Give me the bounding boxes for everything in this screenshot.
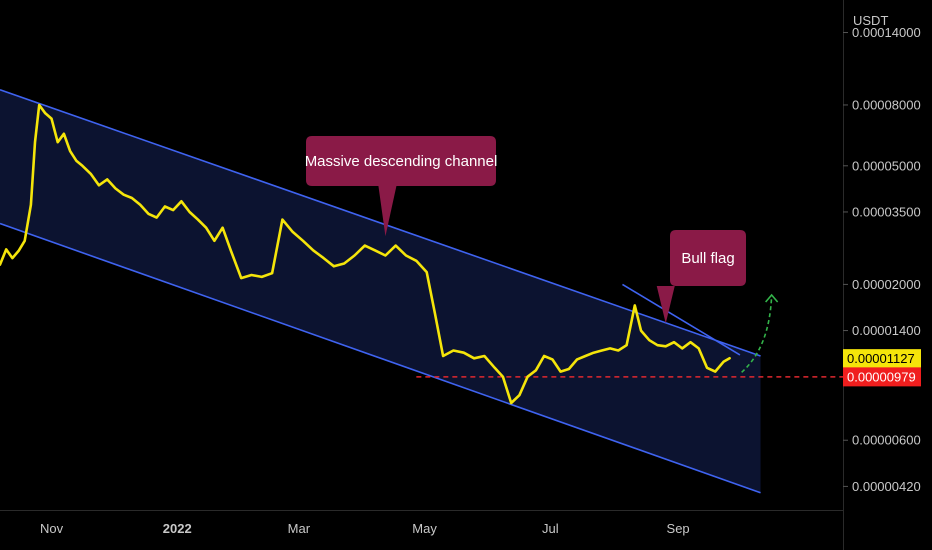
callout-channel: Massive descending channel bbox=[305, 136, 498, 237]
price-series-line bbox=[0, 103, 731, 405]
callout-channel-label: Massive descending channel bbox=[305, 153, 498, 170]
time-axis-tick-label: Sep bbox=[667, 521, 690, 536]
price-axis-tick-label: 0.00014000 bbox=[852, 25, 921, 40]
flag-resistance-line bbox=[622, 283, 741, 356]
time-axis-tick-label: Nov bbox=[40, 521, 64, 536]
channel-lower-line bbox=[0, 222, 761, 494]
price-axis-tick-label: 0.00000420 bbox=[852, 479, 921, 494]
price-axis-tick-label: 0.00001400 bbox=[852, 323, 921, 338]
channel-fill bbox=[0, 89, 761, 493]
time-axis[interactable]: Nov 2022 Mar May Jul Sep bbox=[40, 521, 690, 536]
current-price-badge: 0.00001127 bbox=[843, 349, 921, 369]
currency-label: USDT bbox=[853, 13, 888, 28]
price-axis-tick-label: 0.00000600 bbox=[852, 433, 921, 448]
callout-channel-bubble bbox=[306, 136, 496, 237]
callout-bull-flag: Bull flag bbox=[656, 230, 746, 324]
price-axis-tick-label: 0.00005000 bbox=[852, 158, 921, 173]
price-axis[interactable]: 0.00014000 0.00008000 0.00005000 0.00003500… bbox=[843, 25, 921, 494]
callout-bull-flag-label: Bull flag bbox=[681, 250, 734, 267]
price-axis-tick-label: 0.00002000 bbox=[852, 277, 921, 292]
breakout-arrowhead bbox=[765, 293, 779, 303]
price-axis-tick-label: 0.00008000 bbox=[852, 97, 921, 112]
price-axis-tick-label: 0.00003500 bbox=[852, 204, 921, 219]
time-axis-tick-label: 2022 bbox=[163, 521, 192, 536]
level-price-badge-bg bbox=[843, 367, 921, 387]
level-price-label: 0.00000979 bbox=[847, 369, 916, 384]
breakout-arrow bbox=[741, 294, 773, 373]
current-price-label: 0.00001127 bbox=[847, 351, 915, 366]
time-axis-tick-label: Mar bbox=[288, 521, 311, 536]
level-price-badge: 0.00000979 bbox=[843, 367, 921, 387]
current-price-badge-bg bbox=[843, 349, 921, 369]
callout-bull-flag-bubble bbox=[656, 230, 746, 324]
time-axis-tick-label: May bbox=[412, 521, 437, 536]
time-axis-tick-label: Jul bbox=[542, 521, 559, 536]
